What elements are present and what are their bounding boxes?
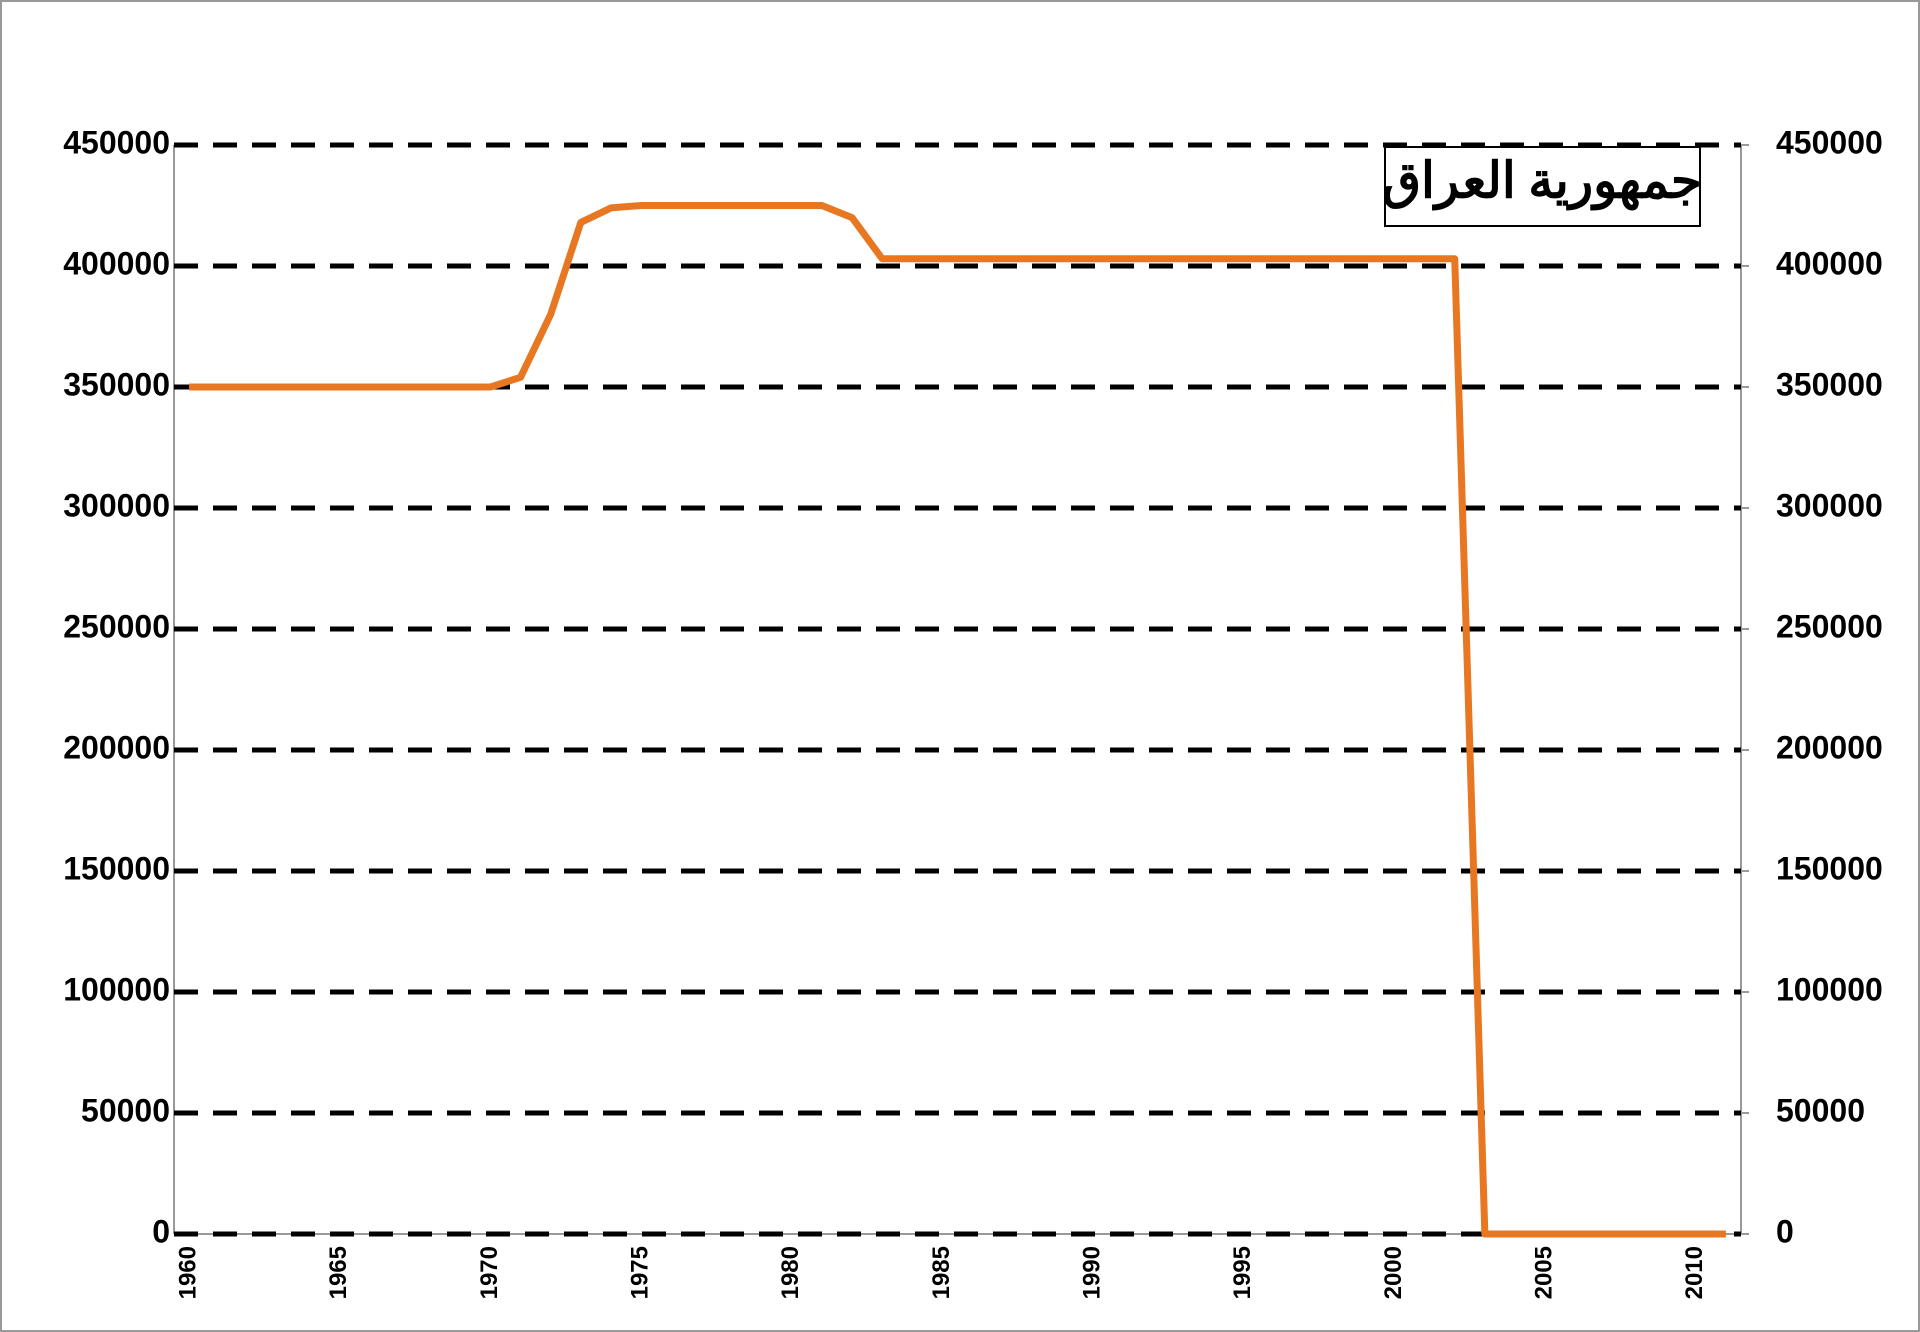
title-box	[1384, 146, 1701, 227]
x-tick-label: 1980	[777, 1246, 804, 1299]
y-tick-label: 350000	[63, 366, 170, 402]
y-tick-label: 50000	[81, 1092, 170, 1128]
y-tick-label: 0	[152, 1213, 170, 1249]
y2-tick-label: 200000	[1776, 729, 1883, 765]
x-tick-label: 1970	[476, 1246, 503, 1299]
y2-tick-label: 250000	[1776, 608, 1883, 644]
data-line	[189, 202, 1726, 1238]
y2-tick-label: 300000	[1776, 487, 1883, 523]
y-tick-label: 250000	[63, 608, 170, 644]
y-tick-label: 150000	[63, 850, 170, 886]
y2-tick-label: 0	[1776, 1213, 1794, 1249]
x-tick-label: 1965	[325, 1246, 352, 1299]
y-tick-label: 400000	[63, 245, 170, 281]
y-tick-label: 450000	[63, 124, 170, 160]
chart-title: جمهورية العراق	[1382, 152, 1702, 210]
y2-tick-label: 150000	[1776, 850, 1883, 886]
y2-tick-label: 450000	[1776, 124, 1883, 160]
y2-tick-label: 350000	[1776, 366, 1883, 402]
y-tick-label: 200000	[63, 729, 170, 765]
x-tick-label: 2005	[1530, 1246, 1557, 1299]
x-tick-label: 1995	[1229, 1246, 1256, 1299]
y-tick-label: 100000	[63, 971, 170, 1007]
y2-tick-label: 400000	[1776, 245, 1883, 281]
x-tick-label: 1985	[928, 1246, 955, 1299]
x-tick-label: 1975	[626, 1246, 653, 1299]
y2-tick-label: 100000	[1776, 971, 1883, 1007]
x-tick-label: 2010	[1681, 1246, 1708, 1299]
x-tick-label: 2000	[1380, 1246, 1407, 1299]
y-tick-label: 300000	[63, 487, 170, 523]
x-tick-label: 1960	[174, 1246, 201, 1299]
x-tick-label: 1990	[1078, 1246, 1105, 1299]
y2-tick-label: 50000	[1776, 1092, 1865, 1128]
